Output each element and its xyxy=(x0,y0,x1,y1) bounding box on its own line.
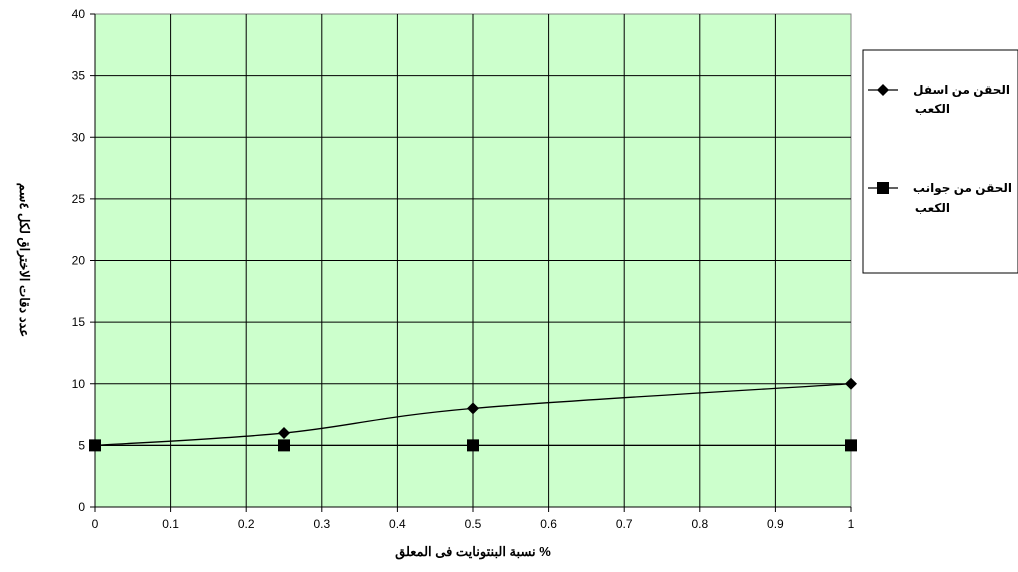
series-1-point xyxy=(845,377,857,390)
legend-entry-series-1: الحقن من اسفل الكعب xyxy=(868,83,1010,116)
x-tick-label: 0.3 xyxy=(313,517,330,531)
series-1-line xyxy=(94,383,852,447)
x-tick-label: 0.6 xyxy=(540,517,557,531)
legend-label-series-2-line2: الكعب xyxy=(915,201,950,215)
series-1-point xyxy=(278,427,290,440)
series-2-point xyxy=(89,439,101,452)
legend-entry-series-2: الحقن من جوانب الكعب xyxy=(868,181,1012,215)
x-tick-label: 0.2 xyxy=(238,517,255,531)
legend-label-series-2-line1: الحقن من جوانب xyxy=(913,181,1012,196)
series-2-point xyxy=(278,439,290,452)
y-axis-label: عدد دقات الاختراق لكل ٤سم xyxy=(16,183,32,337)
axes xyxy=(90,13,852,512)
y-tick-label: 5 xyxy=(78,438,85,452)
x-tick-label: 1 xyxy=(848,517,855,531)
y-tick-label: 15 xyxy=(72,315,86,329)
x-tick-label: 0.1 xyxy=(162,517,179,531)
y-tick-label: 30 xyxy=(72,130,86,144)
x-tick-label: 0.9 xyxy=(767,517,784,531)
x-tick-labels: 0 0.1 0.2 0.3 0.4 0.5 0.6 0.7 0.8 0.9 1 xyxy=(92,517,855,531)
y-tick-label: 10 xyxy=(72,377,86,391)
series-2-point xyxy=(467,439,479,452)
y-tick-labels: 0 5 10 15 20 25 30 35 40 xyxy=(72,7,86,514)
series-1-point xyxy=(467,402,479,415)
x-axis-label: نسبة البنتونايت فى المعلق % xyxy=(395,544,551,560)
legend-square-marker-icon xyxy=(877,182,889,194)
legend-diamond-marker-icon xyxy=(877,84,889,96)
y-tick-label: 20 xyxy=(72,254,86,268)
x-tick-label: 0.8 xyxy=(691,517,708,531)
x-tick-label: 0.7 xyxy=(616,517,633,531)
legend-box xyxy=(862,49,1018,274)
y-tick-label: 35 xyxy=(72,69,86,83)
series-2-point xyxy=(845,439,857,452)
legend-label-series-1-line2: الكعب xyxy=(915,102,950,116)
legend-label-series-1-line1: الحقن من اسفل xyxy=(913,83,1010,97)
x-tick-label: 0.5 xyxy=(465,517,482,531)
series-layer xyxy=(89,377,857,452)
x-tick-label: 0 xyxy=(92,517,99,531)
legend: الحقن من اسفل الكعب الحقن من جوانب الكعب xyxy=(862,49,1018,274)
y-tick-label: 40 xyxy=(72,7,86,21)
y-tick-label: 25 xyxy=(72,192,86,206)
y-tick-label: 0 xyxy=(78,500,85,514)
x-tick-label: 0.4 xyxy=(389,517,406,531)
